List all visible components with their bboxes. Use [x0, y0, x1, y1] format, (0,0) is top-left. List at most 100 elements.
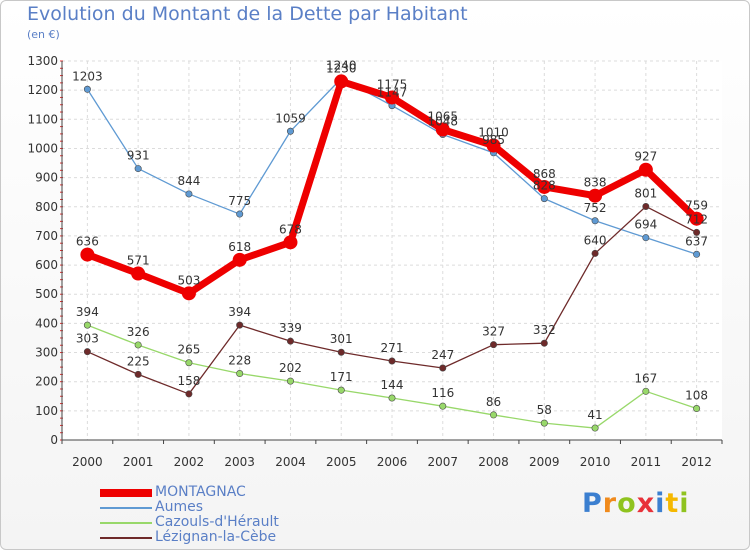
data-point-aumes [134, 165, 142, 173]
y-tick-label: 100 [35, 404, 58, 418]
y-tick-label: 400 [35, 316, 58, 330]
x-tick-label: 2010 [580, 455, 611, 469]
data-point-cazouls-d-herault [693, 405, 701, 413]
y-tick-label: 1000 [27, 141, 58, 155]
x-tick-label: 2012 [681, 455, 712, 469]
y-tick-label: 1300 [27, 54, 58, 68]
data-point-cazouls-d-herault [83, 321, 91, 329]
data-label-montagnac: 1065 [427, 110, 458, 124]
data-point-lezignan-la-cebe [134, 370, 142, 378]
y-tick-label: 800 [35, 200, 58, 214]
data-label-aumes: 844 [177, 174, 200, 188]
data-label-lezignan-la-cebe: 225 [127, 354, 150, 368]
data-label-cazouls-d-herault: 108 [685, 389, 708, 403]
data-label-aumes: 775 [228, 194, 251, 208]
x-tick-label: 2006 [377, 455, 408, 469]
data-label-montagnac: 1175 [377, 77, 408, 91]
logo-letter: t [665, 488, 680, 519]
data-point-lezignan-la-cebe [388, 357, 396, 365]
data-label-cazouls-d-herault: 265 [177, 343, 200, 357]
legend-swatch [100, 537, 152, 539]
data-point-montagnac [80, 247, 95, 262]
y-tick-label: 200 [35, 375, 58, 389]
data-point-cazouls-d-herault [591, 424, 599, 432]
data-point-aumes [236, 210, 244, 218]
data-label-montagnac: 636 [76, 235, 99, 249]
data-point-lezignan-la-cebe [337, 348, 345, 356]
logo-letter: P [582, 488, 603, 519]
data-point-cazouls-d-herault [286, 377, 294, 385]
data-label-aumes: 828 [533, 179, 556, 193]
y-tick-label: 1100 [27, 112, 58, 126]
legend-swatch [100, 489, 152, 497]
data-label-lezignan-la-cebe: 303 [76, 332, 99, 346]
data-point-aumes [286, 127, 294, 135]
x-tick-label: 2011 [631, 455, 662, 469]
chart-title: Evolution du Montant de la Dette par Hab… [27, 3, 468, 25]
x-tick-label: 2001 [123, 455, 154, 469]
data-label-lezignan-la-cebe: 339 [279, 321, 302, 335]
data-label-cazouls-d-herault: 116 [431, 386, 454, 400]
y-tick-label: 900 [35, 171, 58, 185]
y-tick-label: 1200 [27, 83, 58, 97]
legend-label: Aumes [155, 499, 203, 515]
data-point-cazouls-d-herault [439, 402, 447, 410]
legend-swatch [100, 507, 152, 509]
data-point-lezignan-la-cebe [83, 348, 91, 356]
data-label-cazouls-d-herault: 86 [486, 395, 501, 409]
data-point-lezignan-la-cebe [591, 249, 599, 257]
data-point-aumes [540, 195, 548, 203]
data-label-cazouls-d-herault: 326 [127, 325, 150, 339]
data-label-lezignan-la-cebe: 640 [584, 233, 607, 247]
logo-letter: x [636, 488, 656, 519]
data-point-montagnac [334, 74, 349, 89]
chart-unit: (en €) [27, 28, 60, 41]
data-point-cazouls-d-herault [540, 419, 548, 427]
data-label-montagnac: 678 [279, 222, 302, 236]
data-label-montagnac: 503 [177, 273, 200, 287]
data-point-montagnac [588, 188, 603, 203]
data-label-aumes: 1048 [427, 114, 458, 128]
data-label-aumes: 1059 [275, 111, 306, 125]
data-label-cazouls-d-herault: 202 [279, 361, 302, 375]
data-point-cazouls-d-herault [388, 394, 396, 402]
data-point-montagnac [232, 252, 247, 267]
data-label-aumes: 931 [127, 149, 150, 163]
data-label-lezignan-la-cebe: 712 [685, 212, 708, 226]
data-label-lezignan-la-cebe: 247 [431, 348, 454, 362]
x-tick-label: 2003 [224, 455, 255, 469]
data-label-montagnac: 618 [228, 240, 251, 254]
data-point-aumes [83, 85, 91, 93]
y-tick-label: 600 [35, 258, 58, 272]
data-label-montagnac: 1010 [478, 126, 509, 140]
data-label-montagnac: 571 [127, 254, 150, 268]
data-label-aumes: 985 [482, 133, 505, 147]
data-label-cazouls-d-herault: 171 [330, 370, 353, 384]
data-point-lezignan-la-cebe [439, 364, 447, 372]
data-point-montagnac [131, 266, 146, 281]
data-point-montagnac [638, 162, 653, 177]
y-tick-label: 0 [50, 433, 58, 447]
data-point-cazouls-d-herault [642, 387, 650, 395]
legend-label: Cazouls-d'Hérault [155, 514, 279, 530]
logo-letter: r [602, 488, 618, 519]
data-label-aumes: 1203 [72, 69, 103, 83]
data-point-lezignan-la-cebe [693, 228, 701, 236]
data-label-montagnac: 838 [584, 176, 607, 190]
logo-letter: i [655, 488, 666, 519]
data-point-montagnac [385, 90, 399, 105]
data-point-aumes [693, 250, 701, 258]
data-point-montagnac [435, 122, 450, 137]
data-point-cazouls-d-herault [337, 386, 345, 394]
data-label-aumes: 1240 [326, 58, 357, 72]
data-label-aumes: 637 [685, 234, 708, 248]
x-tick-label: 2008 [478, 455, 509, 469]
data-point-cazouls-d-herault [236, 370, 244, 378]
data-point-montagnac [181, 286, 196, 301]
legend-swatch [100, 522, 152, 524]
data-label-lezignan-la-cebe: 158 [177, 374, 200, 388]
legend-label: MONTAGNAC [155, 484, 246, 500]
data-point-lezignan-la-cebe [286, 337, 294, 345]
data-label-aumes: 1147 [377, 86, 408, 100]
data-point-montagnac [537, 179, 552, 194]
